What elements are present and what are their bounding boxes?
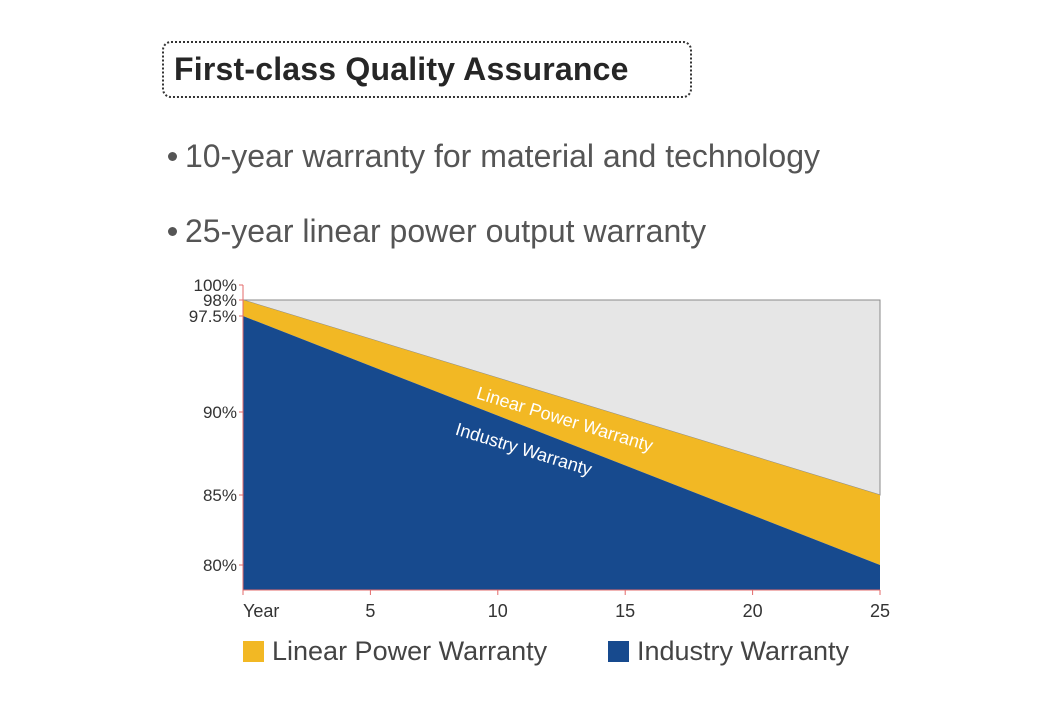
bullet-dot-icon xyxy=(168,227,177,236)
title-box: First-class Quality Assurance xyxy=(162,41,692,98)
page-title: First-class Quality Assurance xyxy=(174,51,629,87)
y-tick-label: 80% xyxy=(203,556,237,575)
legend-swatch-industry xyxy=(608,641,629,662)
x-tick-label: 15 xyxy=(615,601,635,621)
y-tick-label: 90% xyxy=(203,403,237,422)
bullet-text: 10-year warranty for material and techno… xyxy=(185,138,820,174)
x-tick-label: 10 xyxy=(488,601,508,621)
y-tick-label: 100% xyxy=(194,276,237,295)
y-tick-label: 85% xyxy=(203,486,237,505)
bullet-item: 10-year warranty for material and techno… xyxy=(168,138,820,175)
legend-label-linear: Linear Power Warranty xyxy=(272,636,548,666)
y-tick-label: 98% xyxy=(203,291,237,310)
x-tick-label: 20 xyxy=(743,601,763,621)
legend-item-linear: Linear Power Warranty xyxy=(243,636,547,667)
series-area-linear xyxy=(243,300,880,565)
y-tick-label: 97.5% xyxy=(189,307,237,326)
bullet-item: 25-year linear power output warranty xyxy=(168,213,706,250)
legend-label-industry: Industry Warranty xyxy=(637,636,850,666)
legend-swatch-linear xyxy=(243,641,264,662)
series-area-industry xyxy=(243,316,880,590)
x-tick-label: 5 xyxy=(365,601,375,621)
bullet-dot-icon xyxy=(168,152,177,161)
bullet-text: 25-year linear power output warranty xyxy=(185,213,707,249)
x-tick-label: 25 xyxy=(870,601,890,621)
x-tick-label: Year xyxy=(243,601,279,621)
legend-item-industry: Industry Warranty xyxy=(608,636,849,667)
